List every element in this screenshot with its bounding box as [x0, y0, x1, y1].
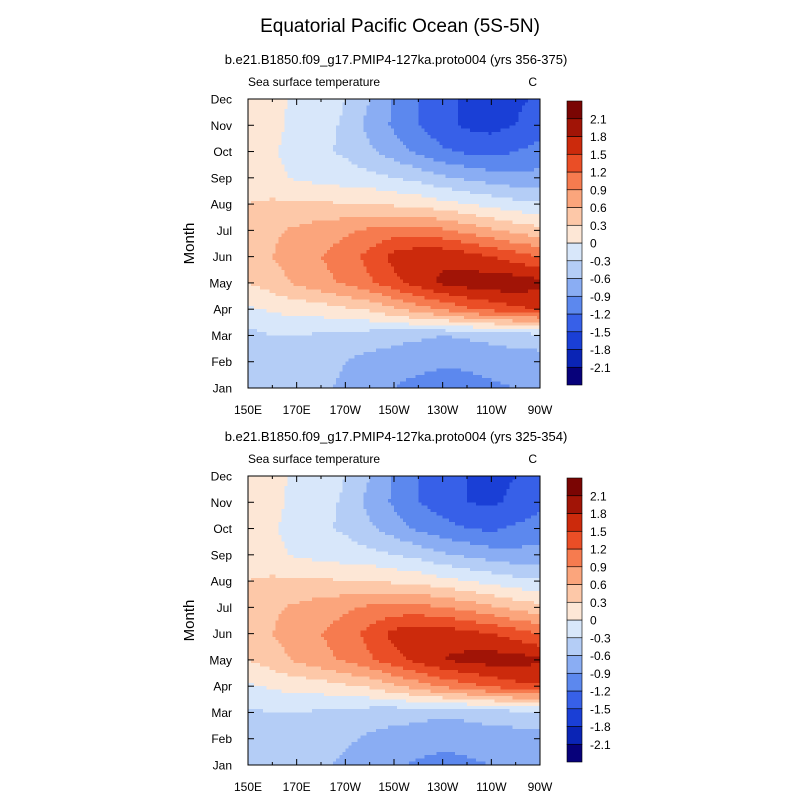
panel-1: b.e21.B1850.f09_g17.PMIP4-127ka.proto004…	[181, 52, 611, 417]
contour-field	[248, 99, 541, 389]
figure: Equatorial Pacific Ocean (5S-5N) b.e21.B…	[0, 0, 800, 800]
main-title: Equatorial Pacific Ocean (5S-5N)	[260, 16, 540, 37]
panel-subtitle: b.e21.B1850.f09_g17.PMIP4-127ka.proto004…	[225, 52, 568, 67]
units-label: C	[528, 75, 537, 89]
variable-label: Sea surface temperature	[248, 75, 380, 89]
